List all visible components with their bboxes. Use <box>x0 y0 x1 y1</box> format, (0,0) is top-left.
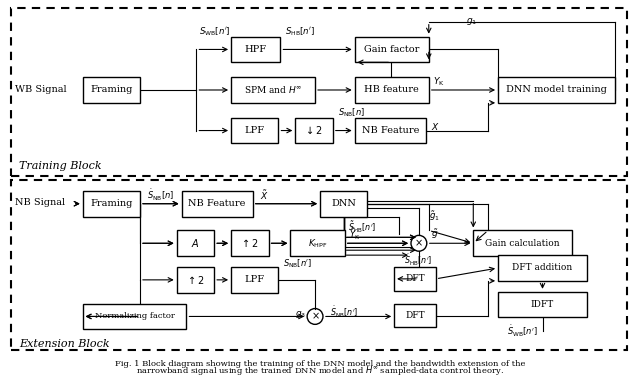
Text: $X$: $X$ <box>431 121 440 132</box>
Text: $g_1$: $g_1$ <box>467 16 477 27</box>
Text: $\dot{S}_{\rm WB}[n']$: $\dot{S}_{\rm WB}[n']$ <box>508 324 538 339</box>
Text: $A$: $A$ <box>191 237 200 249</box>
Text: DFT: DFT <box>405 274 425 284</box>
Text: $S_{\rm NB}[n']$: $S_{\rm NB}[n']$ <box>284 258 313 270</box>
Text: Normalizing factor: Normalizing factor <box>95 313 175 321</box>
Text: $g_3$: $g_3$ <box>295 309 307 320</box>
Bar <box>182 191 253 217</box>
Text: NB Feature: NB Feature <box>188 199 246 208</box>
Text: $\tilde{S}_{\rm HB}[n']$: $\tilde{S}_{\rm HB}[n']$ <box>348 220 376 235</box>
Text: LPF: LPF <box>244 126 265 135</box>
Text: NB Feature: NB Feature <box>362 126 419 135</box>
Bar <box>231 267 278 293</box>
Bar <box>231 37 280 62</box>
Text: $\dot{S}_{\rm NB}[n']$: $\dot{S}_{\rm NB}[n']$ <box>330 305 358 320</box>
Bar <box>394 304 436 327</box>
Text: $\times$: $\times$ <box>415 238 423 248</box>
Bar <box>177 267 214 293</box>
Bar <box>320 191 367 217</box>
Text: LPF: LPF <box>244 275 265 284</box>
Text: $\downarrow 2$: $\downarrow 2$ <box>305 125 324 136</box>
Text: $S_{\rm HB}[n']$: $S_{\rm HB}[n']$ <box>285 25 316 38</box>
Text: $S_{\rm NB}[n]$: $S_{\rm NB}[n]$ <box>338 107 365 119</box>
Bar <box>177 231 214 256</box>
Bar <box>355 77 429 103</box>
Text: $\tilde{X}$: $\tilde{X}$ <box>260 188 268 202</box>
Bar <box>498 77 614 103</box>
Bar <box>83 191 140 217</box>
Text: DFT: DFT <box>405 311 425 320</box>
Bar <box>394 267 436 291</box>
Text: Gain factor: Gain factor <box>364 45 419 54</box>
Text: Framing: Framing <box>90 199 132 208</box>
Text: SPM and $H^\infty$: SPM and $H^\infty$ <box>244 85 302 96</box>
Text: DFT addition: DFT addition <box>513 263 573 273</box>
Text: HPF: HPF <box>244 45 267 54</box>
Text: $\dot{S}_{\rm HB}[n']$: $\dot{S}_{\rm HB}[n']$ <box>404 253 433 268</box>
Text: DNN: DNN <box>332 199 356 208</box>
Bar <box>295 118 333 143</box>
Text: Gain calculation: Gain calculation <box>485 239 560 248</box>
Bar <box>498 255 587 281</box>
Bar <box>231 118 278 143</box>
Text: $\uparrow 2$: $\uparrow 2$ <box>240 237 259 249</box>
Text: $\tilde{Y}_{\rm K}$: $\tilde{Y}_{\rm K}$ <box>349 227 360 242</box>
Text: Extension Block: Extension Block <box>19 339 110 349</box>
Text: $\uparrow 2$: $\uparrow 2$ <box>186 274 205 286</box>
Bar <box>12 8 627 176</box>
Bar <box>355 37 429 62</box>
Bar <box>12 180 627 350</box>
Text: $K_{\rm HPF}$: $K_{\rm HPF}$ <box>308 237 328 249</box>
Text: WB Signal: WB Signal <box>15 85 67 94</box>
Bar <box>474 231 572 256</box>
Text: HB feature: HB feature <box>364 85 419 94</box>
Text: $\times$: $\times$ <box>310 311 319 322</box>
Text: Fig. 1 Block diagram showing the training of the DNN model and the bandwidth ext: Fig. 1 Block diagram showing the trainin… <box>115 360 525 368</box>
Bar <box>231 231 269 256</box>
Bar <box>355 118 426 143</box>
Text: DNN model training: DNN model training <box>506 85 607 94</box>
Bar <box>291 231 345 256</box>
Bar <box>83 304 186 329</box>
Bar <box>498 292 587 318</box>
Text: Framing: Framing <box>90 85 132 94</box>
Text: Training Block: Training Block <box>19 161 102 171</box>
Text: IDFT: IDFT <box>531 300 554 309</box>
Text: $\tilde{g}_1$: $\tilde{g}_1$ <box>429 210 440 223</box>
Text: $\tilde{g}$: $\tilde{g}$ <box>431 228 438 241</box>
Text: $\dot{S}_{\rm NB}[n]$: $\dot{S}_{\rm NB}[n]$ <box>147 187 174 203</box>
Bar <box>83 77 140 103</box>
Text: NB Signal: NB Signal <box>15 198 65 207</box>
Text: $Y_{\rm K}$: $Y_{\rm K}$ <box>433 76 445 88</box>
Text: $S_{\rm WB}[n']$: $S_{\rm WB}[n']$ <box>199 25 231 38</box>
Text: narrowband signal using the trained DNN model and $H^\infty$ sampled-data contro: narrowband signal using the trained DNN … <box>136 364 504 377</box>
Bar <box>231 77 315 103</box>
